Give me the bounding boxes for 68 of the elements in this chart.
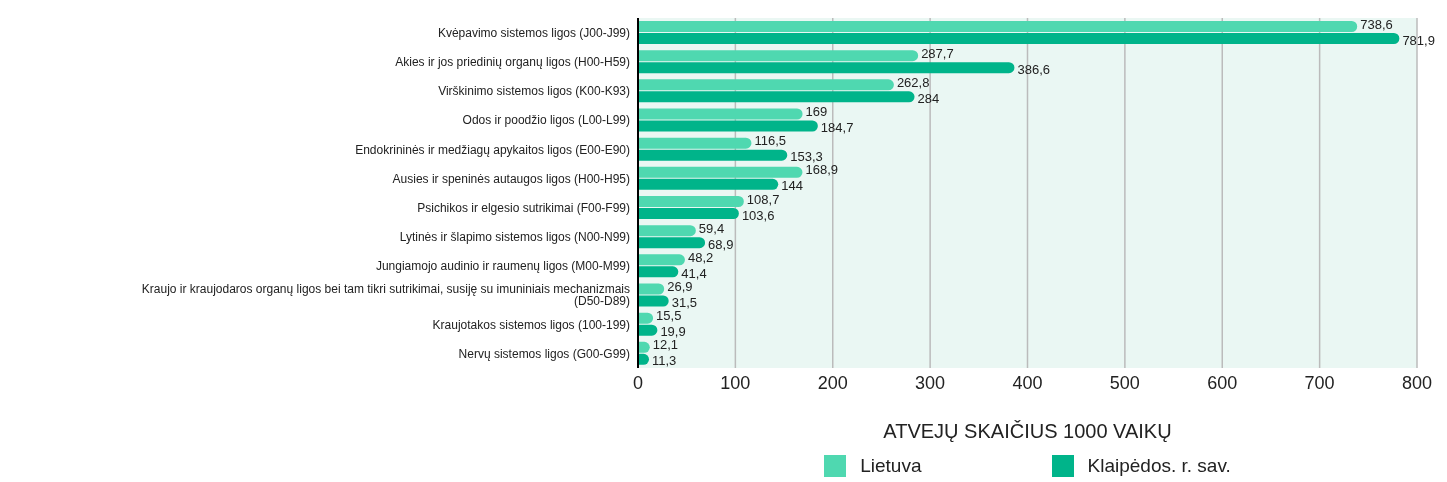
y-tick-label: Psichikos ir elgesio sutrikimai (F00-F99) xyxy=(417,200,630,215)
x-tick-label: 600 xyxy=(1207,372,1238,393)
y-tick-label: Ausies ir speninės autaugos ligos (H00-H95) xyxy=(392,171,630,186)
data-label: 103,6 xyxy=(741,207,775,223)
data-label: 48,2 xyxy=(687,249,714,265)
y-tick-label: Virškinimo sistemos ligos (K00-K93) xyxy=(438,84,630,99)
bar xyxy=(638,108,803,120)
data-label: 26,9 xyxy=(667,279,693,294)
y-tick-label: Odos ir poodžio ligos (L00-L99) xyxy=(462,113,630,128)
data-label: 12,1 xyxy=(652,337,679,353)
bar xyxy=(638,50,919,62)
bar xyxy=(638,225,696,237)
bar xyxy=(638,266,679,278)
bar xyxy=(638,295,669,307)
x-tick-label: 800 xyxy=(1401,372,1433,393)
bar xyxy=(638,149,788,161)
bar xyxy=(638,283,665,295)
data-label: 31,5 xyxy=(671,295,697,310)
data-label: 184,7 xyxy=(820,120,854,135)
bar xyxy=(638,254,685,266)
x-tick-label: 400 xyxy=(1012,372,1043,393)
bar xyxy=(638,208,739,219)
bar xyxy=(638,62,1015,74)
legend-label: Lietuva xyxy=(860,455,922,477)
bar xyxy=(638,237,706,249)
data-label: 144 xyxy=(781,178,803,194)
bar xyxy=(638,178,779,190)
data-label: 386,6 xyxy=(1017,61,1050,77)
data-label: 738,6 xyxy=(1360,16,1393,32)
x-tick-label: 500 xyxy=(1109,372,1140,393)
data-label: 781,9 xyxy=(1402,32,1435,48)
bar xyxy=(638,91,915,103)
bar xyxy=(638,33,1400,44)
y-tick-label: Kraujotakos sistemos ligos (100-199) xyxy=(432,317,630,332)
data-label: 287,7 xyxy=(921,45,954,61)
data-label: 68,9 xyxy=(708,236,734,252)
x-tick-label: 300 xyxy=(915,372,946,393)
bar xyxy=(638,166,803,178)
data-label: 262,8 xyxy=(896,74,930,90)
data-label: 284 xyxy=(917,90,940,106)
y-tick-label: Kvėpavimo sistemos ligos (J00-J99) xyxy=(437,25,630,40)
x-tick-label: 100 xyxy=(720,372,751,393)
data-label: 11,3 xyxy=(652,353,677,369)
bar xyxy=(638,137,752,149)
x-axis-title: ATVEJŲ SKAIČIUS 1000 VAIKŲ xyxy=(882,420,1173,443)
y-tick-label: Lytinės ir šlapimo sistemos ligos (N00-N99) xyxy=(399,230,630,245)
data-label: 168,9 xyxy=(805,162,839,178)
bar xyxy=(638,120,818,132)
y-tick-label: Kraujo ir kraujodaros organų ligos bei tam tikri sutrikimai, susiję su imuniniais mechanizmais (D50-D89) xyxy=(141,282,630,309)
y-tick-label: Endokrininės ir medžiagų apykaitos ligos (E00-E90) xyxy=(355,142,630,157)
data-label: 15,5 xyxy=(656,308,682,324)
data-label: 41,4 xyxy=(681,265,707,281)
legend-label: Klaipėdos. r. sav. xyxy=(1087,455,1231,477)
bar xyxy=(638,196,744,207)
data-label: 116,5 xyxy=(754,133,787,149)
bar xyxy=(638,79,894,91)
data-label: 59,4 xyxy=(698,220,725,236)
data-label: 153,3 xyxy=(790,149,823,165)
data-label: 169 xyxy=(805,104,828,119)
y-tick-label: Jungiamojo audinio ir raumenų ligos (M00-M99) xyxy=(375,259,630,274)
x-tick-label: 200 xyxy=(817,372,848,393)
x-tick-label: 0 xyxy=(632,372,644,393)
bar xyxy=(638,21,1358,32)
data-label: 19,9 xyxy=(660,324,686,340)
x-tick-label: 700 xyxy=(1304,372,1335,393)
data-label: 108,7 xyxy=(746,191,780,207)
y-tick-label: Nervų sistemos ligos (G00-G99) xyxy=(458,346,630,361)
y-tick-label: Akies ir jos priedinių organų ligos (H00-H59) xyxy=(395,55,630,70)
